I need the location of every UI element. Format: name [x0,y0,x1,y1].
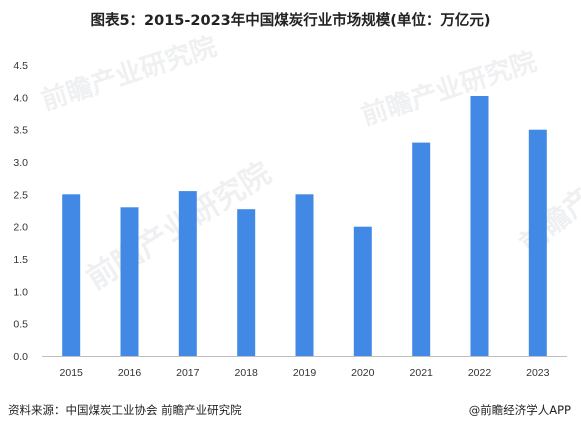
y-tick-label: 0.0 [13,351,28,363]
footer: 资料来源：中国煤炭工业协会 前瞻产业研究院 @前瞻经济学人APP [0,402,581,422]
x-tick-label: 2016 [118,367,142,379]
x-tick-label: 2021 [410,367,434,379]
x-tick-label: 2022 [468,367,492,379]
y-tick-label: 2.5 [13,189,28,201]
bar-2020 [353,226,372,356]
credit-note: @前瞻经济学人APP [468,403,571,417]
y-tick-label: 0.5 [13,319,28,331]
bar-2017 [178,191,197,356]
bar-2021 [412,142,431,356]
y-tick-label: 4.0 [13,92,28,104]
y-tick-label: 3.0 [13,157,28,169]
bar-2015 [62,194,81,356]
x-tick-label: 2019 [293,367,317,379]
y-axis-ticks: 0.0 0.5 1.0 1.5 2.0 2.5 3.0 3.5 4.0 4.5 [13,60,28,363]
chart-title: 图表5：2015-2023年中国煤炭行业市场规模(单位：万亿元) [90,13,491,29]
watermark-text: 前瞻产业研究院 [38,31,221,117]
bar-series [62,96,547,356]
x-axis-ticks: 2015 2016 2017 2018 2019 2020 2021 2022 2023 [60,367,550,379]
source-note: 资料来源：中国煤炭工业协会 前瞻产业研究院 [8,403,242,417]
x-tick-label: 2018 [235,367,259,379]
watermark-text: 前瞻产业研究院 [358,46,541,132]
y-tick-label: 1.0 [13,286,28,298]
bar-2016 [120,207,139,356]
bar-2022 [470,96,489,356]
bar-2023 [528,129,547,356]
y-tick-label: 4.5 [13,60,28,72]
y-tick-label: 2.0 [13,222,28,234]
x-tick-label: 2023 [526,367,550,379]
watermark-text: 前瞻产业研究院 [513,109,581,260]
y-tick-label: 3.5 [13,125,28,137]
bar-chart: 前瞻产业研究院前瞻产业研究院前瞻产业研究院前瞻产业研究院 0.00.51.01.… [13,31,581,379]
bar-2019 [295,194,314,356]
x-tick-label: 2017 [176,367,200,379]
y-tick-label: 1.5 [13,254,28,266]
bar-2018 [237,209,256,356]
x-tick-label: 2020 [351,367,375,379]
x-tick-label: 2015 [60,367,84,379]
